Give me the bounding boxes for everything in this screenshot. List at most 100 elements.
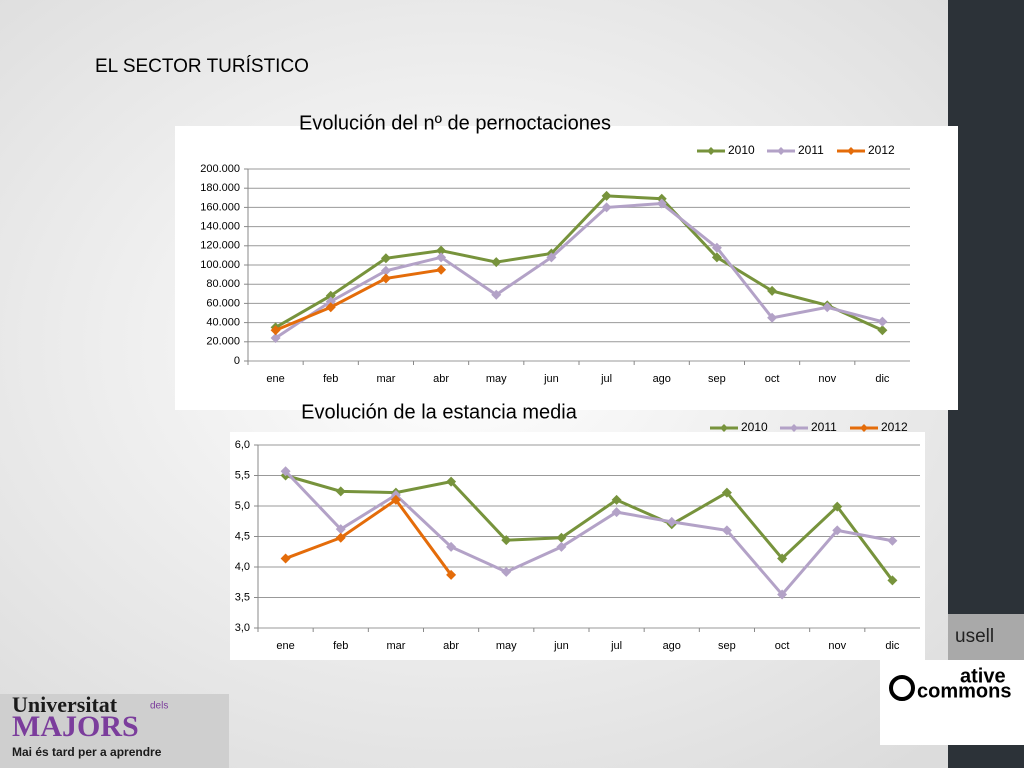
logo-box [0,694,229,768]
y-tick-label: 80.000 [206,278,240,290]
series-line [285,497,453,576]
x-tick-label: sep [708,373,726,385]
y-tick-label: 5,0 [235,500,250,512]
point-marker [887,575,898,586]
chart-title: Evolución del nº de pernoctaciones [299,112,611,134]
x-tick-label: oct [765,373,780,385]
point-marker [335,524,346,535]
series-line [274,202,883,340]
point-marker [390,494,401,505]
x-tick-label: feb [333,640,348,652]
point-marker [501,535,512,546]
x-tick-label: ene [266,373,284,385]
legend-marker [707,147,715,155]
point-marker [491,257,502,268]
x-tick-label: mar [386,640,405,652]
cc-text: commons [917,680,1011,702]
point-marker [380,265,391,276]
x-tick-label: jun [553,640,569,652]
point-marker [767,285,778,296]
point-marker [436,264,447,275]
point-marker [656,198,667,209]
x-tick-label: dic [885,640,900,652]
point-marker [380,253,391,264]
x-tick-label: ago [663,640,681,652]
point-marker [380,273,391,284]
point-marker [611,507,622,518]
point-marker [335,486,346,497]
slide-title: EL SECTOR TURÍSTICO [95,56,309,77]
y-tick-label: 5,5 [235,469,250,481]
series-line [275,268,442,332]
chart-area-2 [230,432,925,660]
cc-logo [880,660,1024,745]
y-tick-label: 180.000 [200,182,240,194]
logo-majors: MAJORS [12,710,139,743]
y-tick-label: 140.000 [200,221,240,233]
legend-marker [860,424,868,432]
series-line [284,470,893,597]
point-marker [556,532,567,543]
point-marker [877,325,888,336]
point-marker [325,296,336,307]
legend-marker [720,424,728,432]
y-tick-label: 0 [234,355,240,367]
chart-area-1 [175,126,958,410]
x-tick-label: nov [818,373,836,385]
y-tick-label: 6,0 [235,439,250,451]
x-tick-label: nov [828,640,846,652]
point-marker [822,302,833,313]
point-marker [501,566,512,577]
point-marker [601,190,612,201]
y-tick-label: 100.000 [200,259,240,271]
logo-tagline: Mai és tard per a aprendre [12,745,162,759]
x-tick-label: may [486,373,507,385]
author-text: usell [955,626,994,647]
y-tick-label: 3,5 [235,591,250,603]
point-marker [280,553,291,564]
point-marker [767,312,778,323]
cc-text: ative [960,665,1006,687]
point-marker [491,289,502,300]
point-marker [711,242,722,253]
point-marker [611,494,622,505]
legend-label: 2012 [881,420,908,434]
point-marker [436,252,447,263]
legend-label: 2012 [868,143,895,157]
series-line [285,474,894,582]
legend-label: 2011 [798,143,824,157]
x-tick-label: sep [718,640,736,652]
x-tick-label: mar [376,373,395,385]
y-tick-label: 4,0 [235,561,250,573]
y-tick-label: 20.000 [206,336,240,348]
y-tick-label: 120.000 [200,240,240,252]
legend-label: 2011 [811,420,837,434]
chart-title: Evolución de la estancia media [301,401,578,423]
x-tick-label: ago [653,373,671,385]
y-tick-label: 200.000 [200,163,240,175]
y-tick-label: 160.000 [200,201,240,213]
x-tick-label: jul [600,373,612,385]
point-marker [446,476,457,487]
point-marker [777,553,788,564]
x-tick-label: dic [875,373,890,385]
point-marker [721,525,732,536]
x-tick-label: may [496,640,517,652]
point-marker [325,302,336,313]
x-tick-label: ene [276,640,294,652]
point-marker [711,252,722,263]
point-marker [325,290,336,301]
point-marker [601,202,612,213]
legend-label: 2010 [728,143,755,157]
point-marker [270,325,281,336]
point-marker [666,516,677,527]
x-tick-label: jul [610,640,622,652]
point-marker [436,245,447,256]
legend-marker [847,147,855,155]
legend-label: 2010 [741,420,768,434]
y-tick-label: 40.000 [206,317,240,329]
author-band [948,614,1024,660]
y-tick-label: 3,0 [235,622,250,634]
